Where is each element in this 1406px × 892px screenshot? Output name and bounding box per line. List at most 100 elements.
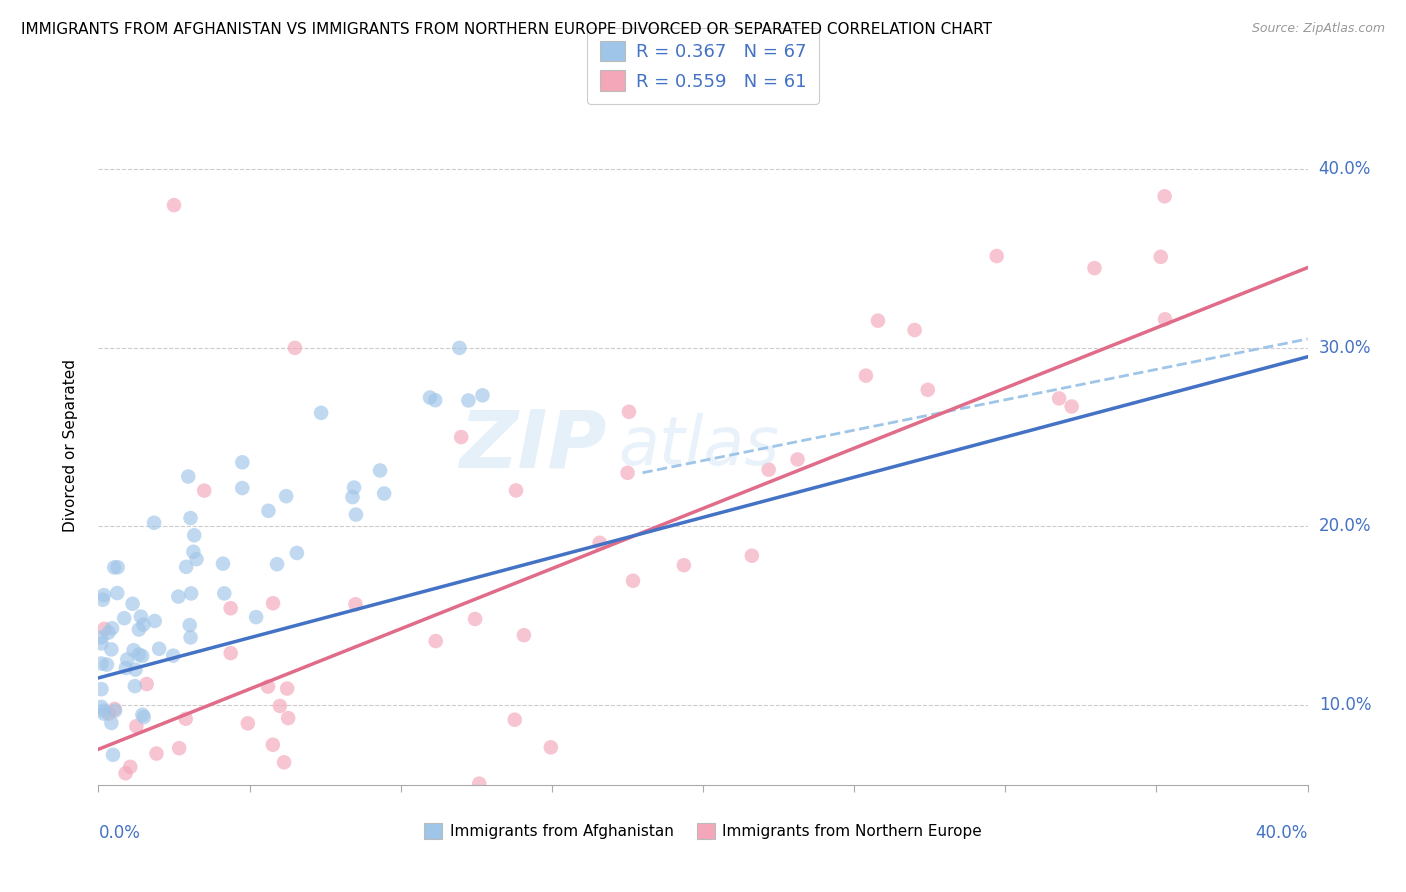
Point [101, 621, 124, 635]
Point [214, 586, 236, 600]
Point [107, 560, 129, 574]
Point [986, 249, 1008, 263]
Point [125, 719, 148, 733]
Point [855, 368, 877, 383]
Point [273, 756, 295, 770]
Point [90, 657, 112, 671]
Point [589, 536, 612, 550]
Point [219, 601, 242, 615]
Point [786, 452, 808, 467]
Point [131, 648, 153, 663]
Text: 30.0%: 30.0% [1319, 339, 1371, 357]
Point [165, 796, 187, 810]
Point [124, 663, 146, 677]
Point [1153, 189, 1175, 203]
Point [505, 483, 527, 498]
Point [97, 706, 120, 721]
Point [177, 796, 200, 810]
Point [343, 481, 366, 495]
Point [93, 704, 115, 718]
Point [425, 393, 447, 408]
Point [162, 648, 184, 663]
Point [212, 557, 235, 571]
Point [114, 766, 136, 780]
Point [103, 560, 125, 574]
Point [118, 796, 141, 810]
Point [131, 796, 153, 810]
Point [96, 657, 118, 672]
Point [1060, 400, 1083, 414]
Point [128, 648, 150, 662]
Point [179, 618, 201, 632]
Point [143, 516, 166, 530]
Point [163, 198, 186, 212]
Point [167, 741, 190, 756]
Point [180, 586, 202, 600]
Point [262, 738, 284, 752]
Point [180, 631, 202, 645]
Point [449, 341, 471, 355]
Point [540, 740, 562, 755]
Point [132, 617, 155, 632]
Point [93, 706, 115, 721]
Point [167, 590, 190, 604]
Point [468, 777, 491, 791]
Point [103, 702, 125, 716]
Point [219, 646, 242, 660]
Point [180, 511, 202, 525]
Point [288, 796, 311, 810]
Point [621, 574, 644, 588]
Point [276, 681, 298, 696]
Point [285, 546, 308, 560]
Point [91, 592, 114, 607]
Point [120, 760, 142, 774]
Point [672, 558, 695, 573]
Point [129, 796, 152, 810]
Point [616, 466, 638, 480]
Point [114, 796, 136, 810]
Point [513, 628, 536, 642]
Text: IMMIGRANTS FROM AFGHANISTAN VS IMMIGRANTS FROM NORTHERN EUROPE DIVORCED OR SEPAR: IMMIGRANTS FROM AFGHANISTAN VS IMMIGRANT… [21, 22, 993, 37]
Point [132, 710, 155, 724]
Point [419, 391, 441, 405]
Point [117, 652, 139, 666]
Point [266, 558, 288, 572]
Point [148, 641, 170, 656]
Point [309, 406, 332, 420]
Point [124, 679, 146, 693]
Point [231, 481, 253, 495]
Point [342, 490, 364, 504]
Point [373, 486, 395, 500]
Point [277, 711, 299, 725]
Point [183, 545, 205, 559]
Point [112, 611, 135, 625]
Point [183, 528, 205, 542]
Point [218, 795, 240, 809]
Point [262, 596, 284, 610]
Text: Source: ZipAtlas.com: Source: ZipAtlas.com [1251, 22, 1385, 36]
Point [257, 504, 280, 518]
Point [186, 552, 208, 566]
Point [90, 699, 112, 714]
Text: 40.0%: 40.0% [1256, 824, 1308, 842]
Point [193, 483, 215, 498]
Text: 40.0%: 40.0% [1319, 161, 1371, 178]
Point [284, 341, 307, 355]
Point [503, 713, 526, 727]
Point [104, 704, 127, 718]
Text: atlas: atlas [619, 413, 779, 479]
Point [101, 747, 124, 762]
Text: ZIP: ZIP [458, 407, 606, 485]
Text: 10.0%: 10.0% [1319, 696, 1371, 714]
Point [269, 698, 291, 713]
Point [464, 612, 486, 626]
Point [93, 622, 115, 636]
Legend: Immigrants from Afghanistan, Immigrants from Northern Europe: Immigrants from Afghanistan, Immigrants … [418, 817, 988, 845]
Point [114, 661, 136, 675]
Point [471, 388, 494, 402]
Y-axis label: Divorced or Separated: Divorced or Separated [63, 359, 77, 533]
Point [425, 634, 447, 648]
Text: 20.0%: 20.0% [1319, 517, 1371, 535]
Point [143, 614, 166, 628]
Point [245, 610, 267, 624]
